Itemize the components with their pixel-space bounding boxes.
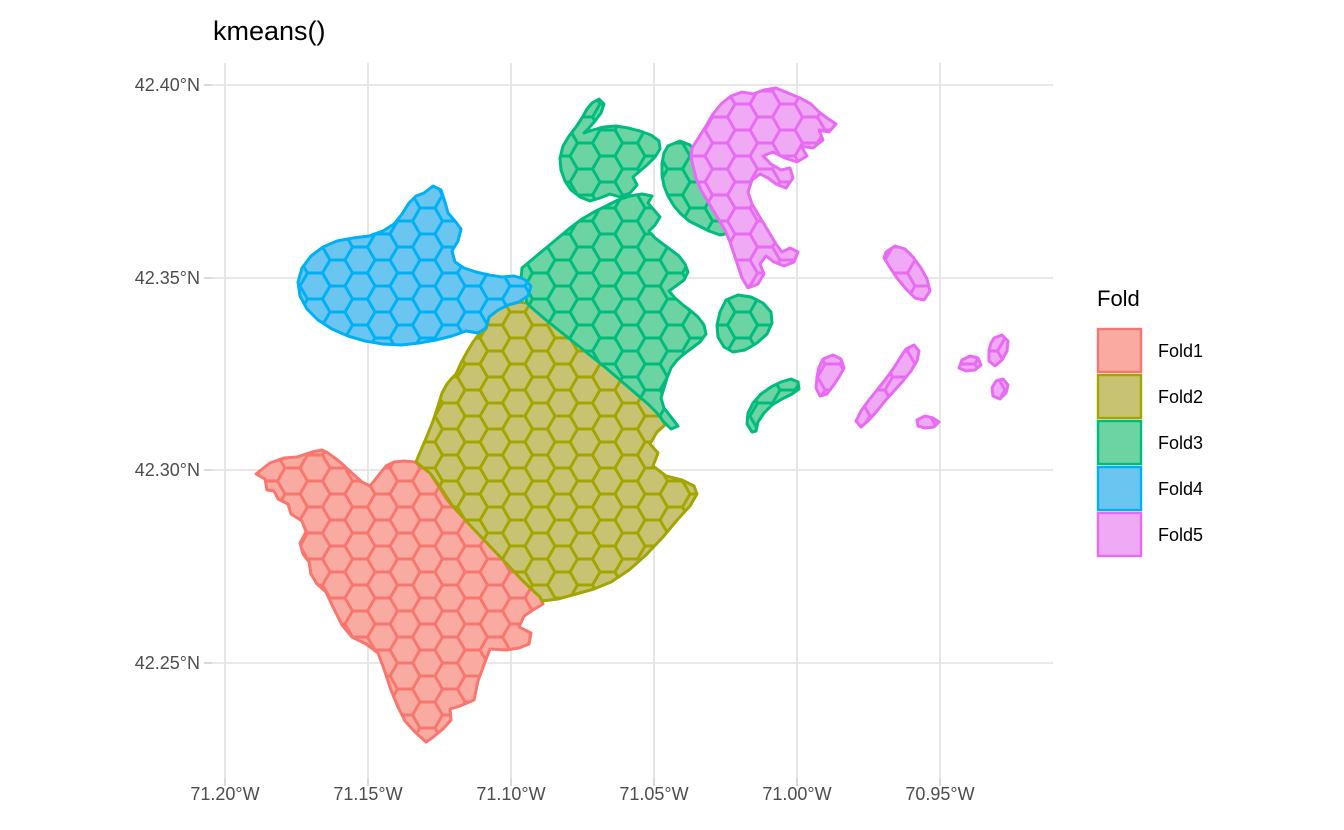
legend-item-fold5: Fold5 (1096, 511, 1203, 558)
legend-swatch-fold5 (1096, 511, 1143, 558)
legend-swatch-fold2 (1096, 373, 1143, 420)
legend-swatch-fold3 (1096, 419, 1143, 466)
y-tick-label-2: 42.30°N (135, 460, 200, 480)
map-region-fold5 (689, 86, 1010, 430)
legend-swatch-fold4 (1096, 465, 1143, 512)
legend-item-fold4: Fold4 (1096, 465, 1203, 512)
legend-label-fold2: Fold2 (1158, 387, 1203, 407)
x-tick-label-2: 71.10°W (476, 784, 545, 804)
x-axis-labels: 71.20°W 71.15°W 71.10°W 71.05°W 71.00°W … (190, 784, 974, 804)
legend-item-fold2: Fold2 (1096, 373, 1203, 420)
legend-title: Fold (1097, 286, 1140, 311)
x-tick-label-1: 71.15°W (333, 784, 402, 804)
legend-item-fold1: Fold1 (1096, 327, 1203, 374)
y-tick-label-0: 42.40°N (135, 75, 200, 95)
legend-label-fold5: Fold5 (1158, 525, 1203, 545)
x-tick-label-4: 71.00°W (762, 784, 831, 804)
legend: Fold Fold1 Fold2 Fold3 Fold4 Fold5 (1096, 286, 1203, 558)
legend-label-fold4: Fold4 (1158, 479, 1203, 499)
x-tick-label-3: 71.05°W (619, 784, 688, 804)
legend-label-fold1: Fold1 (1158, 341, 1203, 361)
x-axis-ticks (224, 778, 941, 786)
legend-label-fold3: Fold3 (1158, 433, 1203, 453)
y-axis-ticks (204, 84, 212, 664)
x-tick-label-5: 70.95°W (905, 784, 974, 804)
y-tick-label-1: 42.35°N (135, 268, 200, 288)
y-axis-labels: 42.40°N 42.35°N 42.30°N 42.25°N (135, 75, 200, 673)
y-tick-label-3: 42.25°N (135, 653, 200, 673)
x-tick-label-0: 71.20°W (190, 784, 259, 804)
legend-item-fold3: Fold3 (1096, 419, 1203, 466)
legend-swatch-fold1 (1096, 327, 1143, 374)
plot-title: kmeans() (213, 16, 326, 46)
